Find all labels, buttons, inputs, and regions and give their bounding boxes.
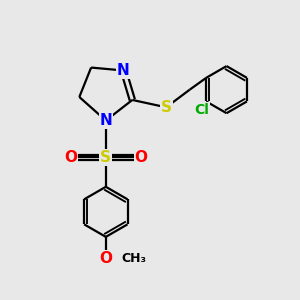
Text: Cl: Cl bbox=[194, 103, 209, 117]
Text: N: N bbox=[100, 113, 112, 128]
Text: S: S bbox=[161, 100, 172, 115]
Text: N: N bbox=[117, 63, 130, 78]
Text: O: O bbox=[135, 150, 148, 165]
Text: CH₃: CH₃ bbox=[121, 252, 146, 265]
Text: S: S bbox=[100, 150, 111, 165]
Text: O: O bbox=[64, 150, 77, 165]
Text: O: O bbox=[99, 250, 112, 266]
